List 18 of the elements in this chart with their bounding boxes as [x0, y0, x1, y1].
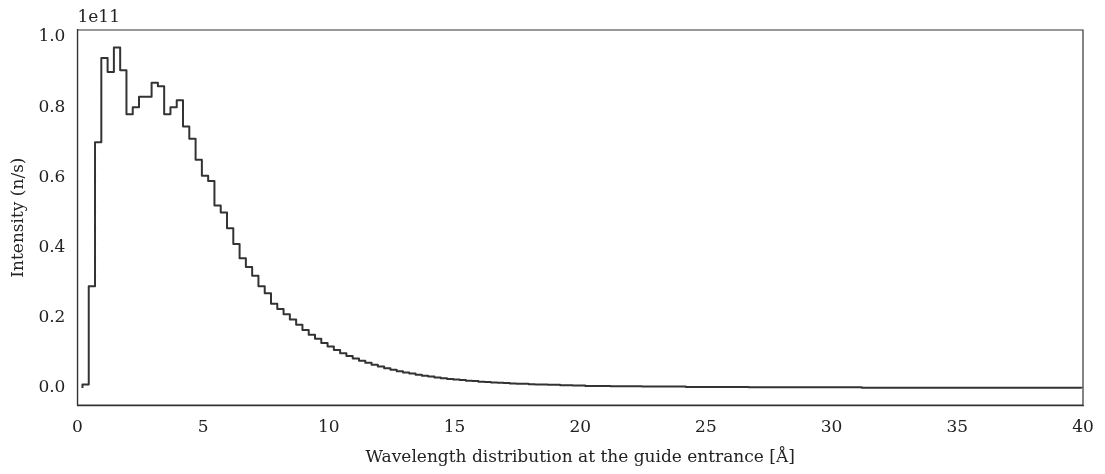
x-tick-label: 5 [197, 415, 209, 436]
x-tick-label: 35 [946, 415, 969, 436]
y-tick-label: 1.0 [38, 25, 66, 46]
y-tick-label: 0.8 [38, 95, 66, 116]
x-tick-label: 25 [695, 415, 717, 436]
y-tick-label: 0.2 [38, 306, 66, 327]
x-tick-label: 10 [318, 415, 340, 436]
y-tick-label: 0.4 [38, 236, 66, 257]
x-tick-label: 40 [1072, 415, 1094, 436]
y-axis-title: Intensity (n/s) [6, 157, 27, 278]
x-tick-label: 15 [443, 415, 466, 436]
x-axis-title: Wavelength distribution at the guide entrance [Å] [365, 446, 795, 467]
y-tick-label: 0.0 [38, 376, 66, 397]
y-tick-label: 0.6 [38, 165, 66, 186]
x-tick-label: 20 [569, 415, 592, 436]
x-tick-label: 0 [72, 415, 83, 436]
text: 1e11 [77, 5, 120, 26]
x-tick-label: 30 [820, 415, 843, 436]
